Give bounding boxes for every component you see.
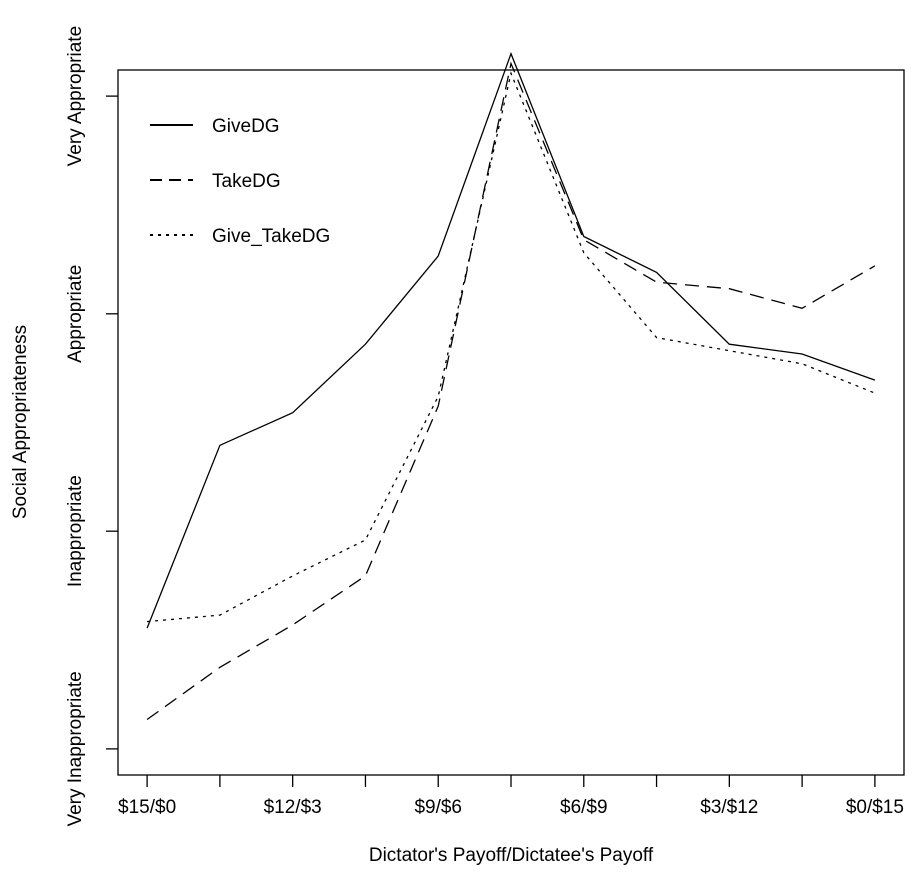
legend-label: TakeDG: [212, 171, 281, 192]
legend-label: GiveDG: [212, 116, 280, 137]
series-line-give-takedg: [147, 71, 876, 623]
x-tick-label: $9/$6: [414, 797, 462, 818]
y-tick-label: Very Appropriate: [65, 26, 86, 166]
x-tick-label: $15/$0: [118, 797, 176, 818]
x-tick-label: $0/$15: [846, 797, 904, 818]
legend-label: Give_TakeDG: [212, 226, 330, 247]
legend: GiveDG TakeDG Give_TakeDG: [150, 116, 330, 247]
x-tick-label: $3/$12: [700, 797, 758, 818]
series-line-takedg: [146, 61, 876, 721]
series-line-givedg: [146, 51, 876, 629]
x-tick-label: $12/$3: [264, 797, 322, 818]
x-axis-label: Dictator's Payoff/Dictatee's Payoff: [369, 845, 654, 866]
y-tick-label: Inappropriate: [65, 475, 86, 587]
y-axis: Very Inappropriate Inappropriate Appropria…: [65, 26, 118, 827]
y-axis-label: Social Appropriateness: [10, 325, 31, 519]
y-tick-label: Appropriate: [65, 265, 86, 363]
x-axis: $15/$0 $12/$3 $9/$6 $6/$9 $3/$12 $0/$15: [118, 775, 904, 818]
series-lines: [146, 51, 876, 721]
x-tick-label: $6/$9: [560, 797, 608, 818]
y-tick-label: Very Inappropriate: [65, 671, 86, 826]
